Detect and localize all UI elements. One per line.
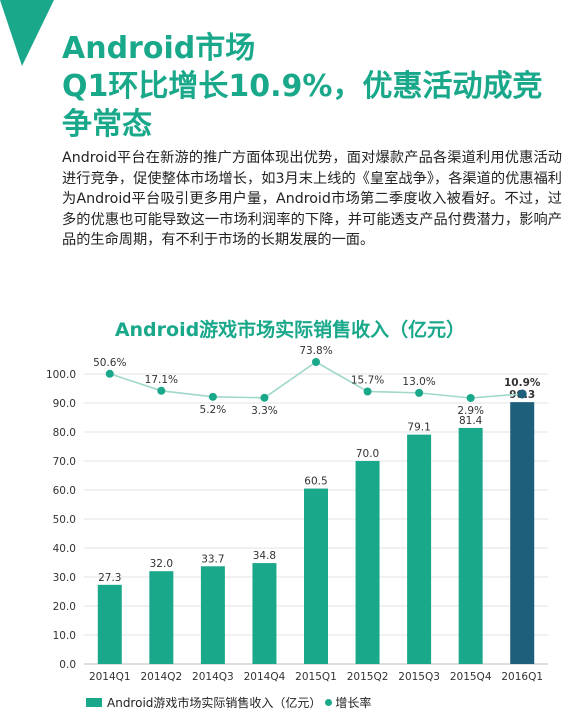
bar-value-label: 81.4: [459, 415, 483, 427]
bar: [97, 584, 122, 664]
growth-rate-label: 50.6%: [93, 357, 126, 369]
headline-line-2: Q1环比增长10.9%，优惠活动成竞: [62, 69, 543, 104]
bar-value-label: 32.0: [150, 558, 173, 570]
growth-rate-point: [105, 369, 114, 378]
growth-rate-point: [466, 394, 475, 402]
bar-value-label: 60.5: [304, 476, 327, 488]
y-tick-label: 10.0: [53, 630, 76, 642]
growth-rate-point: [517, 389, 527, 399]
growth-rate-point: [208, 392, 217, 401]
bar-value-label: 70.0: [356, 448, 379, 460]
y-tick-label: 30.0: [53, 572, 76, 584]
growth-rate-label: 10.9%: [504, 377, 541, 389]
y-tick-label: 20.0: [53, 601, 76, 613]
headline-line-1: Android市场: [62, 31, 256, 66]
x-tick-label: 2014Q1: [89, 671, 131, 683]
x-tick-label: 2015Q2: [347, 671, 389, 683]
y-tick-label: 0.0: [59, 659, 76, 671]
chart-title: Android游戏市场实际销售收入（亿元）: [114, 319, 466, 341]
y-tick-label: 70.0: [53, 456, 76, 468]
y-tick-label: 80.0: [53, 427, 76, 439]
y-tick-label: 50.0: [53, 514, 76, 526]
growth-rate-label: 15.7%: [351, 375, 384, 387]
bar: [149, 571, 174, 664]
growth-rate-point: [312, 358, 320, 366]
growth-rate-point: [363, 387, 372, 396]
bar: [510, 402, 535, 664]
x-tick-label: 2015Q3: [398, 671, 440, 683]
y-tick-label: 40.0: [53, 543, 76, 555]
chart-legend: Android游戏市场实际销售收入（亿元） 增长率: [86, 694, 371, 711]
growth-rate-label: 73.8%: [299, 345, 332, 357]
bar: [252, 563, 277, 664]
bar: [458, 427, 483, 664]
x-tick-label: 2014Q2: [140, 671, 182, 683]
legend-bar-swatch: [86, 698, 102, 707]
x-tick-label: 2015Q1: [295, 671, 337, 683]
growth-rate-label: 13.0%: [402, 376, 435, 388]
x-tick-label: 2015Q4: [450, 671, 492, 683]
x-tick-label: 2014Q3: [192, 671, 234, 683]
bar-value-label: 34.8: [253, 550, 276, 562]
bar: [355, 461, 380, 664]
bar-value-label: 79.1: [407, 422, 430, 434]
legend-bar-label: Android游戏市场实际销售收入（亿元）: [107, 696, 322, 710]
growth-rate-label: 5.2%: [200, 404, 227, 416]
growth-rate-point: [260, 393, 269, 402]
headline: Android市场 Q1环比增长10.9%，优惠活动成竞 争常态: [62, 30, 572, 144]
growth-rate-point: [157, 386, 166, 395]
corner-triangle-decoration: [0, 0, 54, 66]
legend-line-swatch: [325, 699, 333, 706]
y-tick-label: 60.0: [53, 485, 76, 497]
bar: [200, 566, 225, 664]
bar: [407, 434, 432, 664]
bar-value-label: 27.3: [98, 572, 121, 584]
y-tick-label: 90.0: [53, 398, 76, 410]
body-paragraph: Android平台在新游的推广方面体现出优势，面对爆款产品各渠道利用优惠活动进行…: [62, 150, 562, 249]
growth-rate-point: [415, 388, 424, 397]
growth-rate-label: 17.1%: [145, 374, 178, 386]
growth-rate-label: 3.3%: [251, 405, 278, 417]
legend-line-label: 增长率: [335, 696, 372, 710]
y-tick-label: 100.0: [46, 369, 76, 381]
bar: [304, 488, 328, 664]
growth-rate-label: 2.9%: [457, 405, 484, 417]
x-tick-label: 2014Q4: [244, 671, 286, 683]
x-tick-label: 2016Q1: [501, 671, 543, 683]
bar-value-label: 33.7: [201, 553, 224, 565]
headline-line-3: 争常态: [62, 107, 152, 142]
